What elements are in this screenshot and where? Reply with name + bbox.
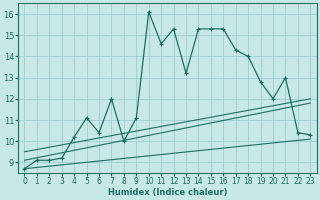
X-axis label: Humidex (Indice chaleur): Humidex (Indice chaleur) xyxy=(108,188,227,197)
